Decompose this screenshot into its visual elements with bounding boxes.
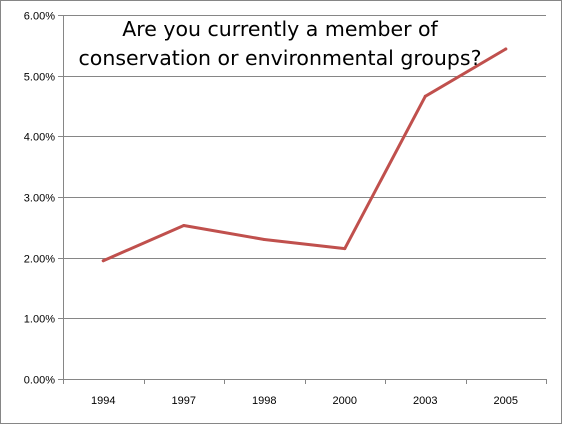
- x-tick-label: 2003: [413, 395, 437, 407]
- y-tick-label: 4.00%: [24, 132, 55, 144]
- axes: [58, 15, 547, 384]
- x-tick-label: 1994: [91, 395, 115, 407]
- series: [101, 47, 508, 263]
- x-axis-tick-labels: 1994 1997 1998 2000 2003 2005: [91, 395, 518, 407]
- x-tick-label: 2005: [494, 395, 518, 407]
- y-tick-label: 6.00%: [24, 11, 55, 23]
- y-axis-tick-labels: 0.00% 1.00% 2.00% 3.00% 4.00% 5.00% 6.00%: [24, 11, 55, 387]
- data-point: [423, 94, 427, 98]
- chart-title-line-1: Are you currently a member of: [122, 17, 438, 41]
- data-point: [504, 47, 508, 51]
- data-point: [101, 259, 105, 263]
- data-point: [182, 224, 186, 228]
- chart-title-line-2: conservation or environmental groups?: [79, 46, 482, 70]
- data-point: [343, 247, 347, 251]
- y-tick-label: 0.00%: [24, 375, 55, 387]
- y-tick-label: 1.00%: [24, 314, 55, 326]
- y-tick-label: 3.00%: [24, 193, 55, 205]
- data-point: [262, 237, 266, 241]
- gridlines: [63, 15, 546, 319]
- y-tick-label: 2.00%: [24, 254, 55, 266]
- x-tick-label: 1998: [252, 395, 276, 407]
- x-tick-label: 2000: [333, 395, 357, 407]
- series-line: [101, 47, 508, 263]
- y-tick-label: 5.00%: [24, 72, 55, 84]
- x-tick-label: 1997: [172, 395, 196, 407]
